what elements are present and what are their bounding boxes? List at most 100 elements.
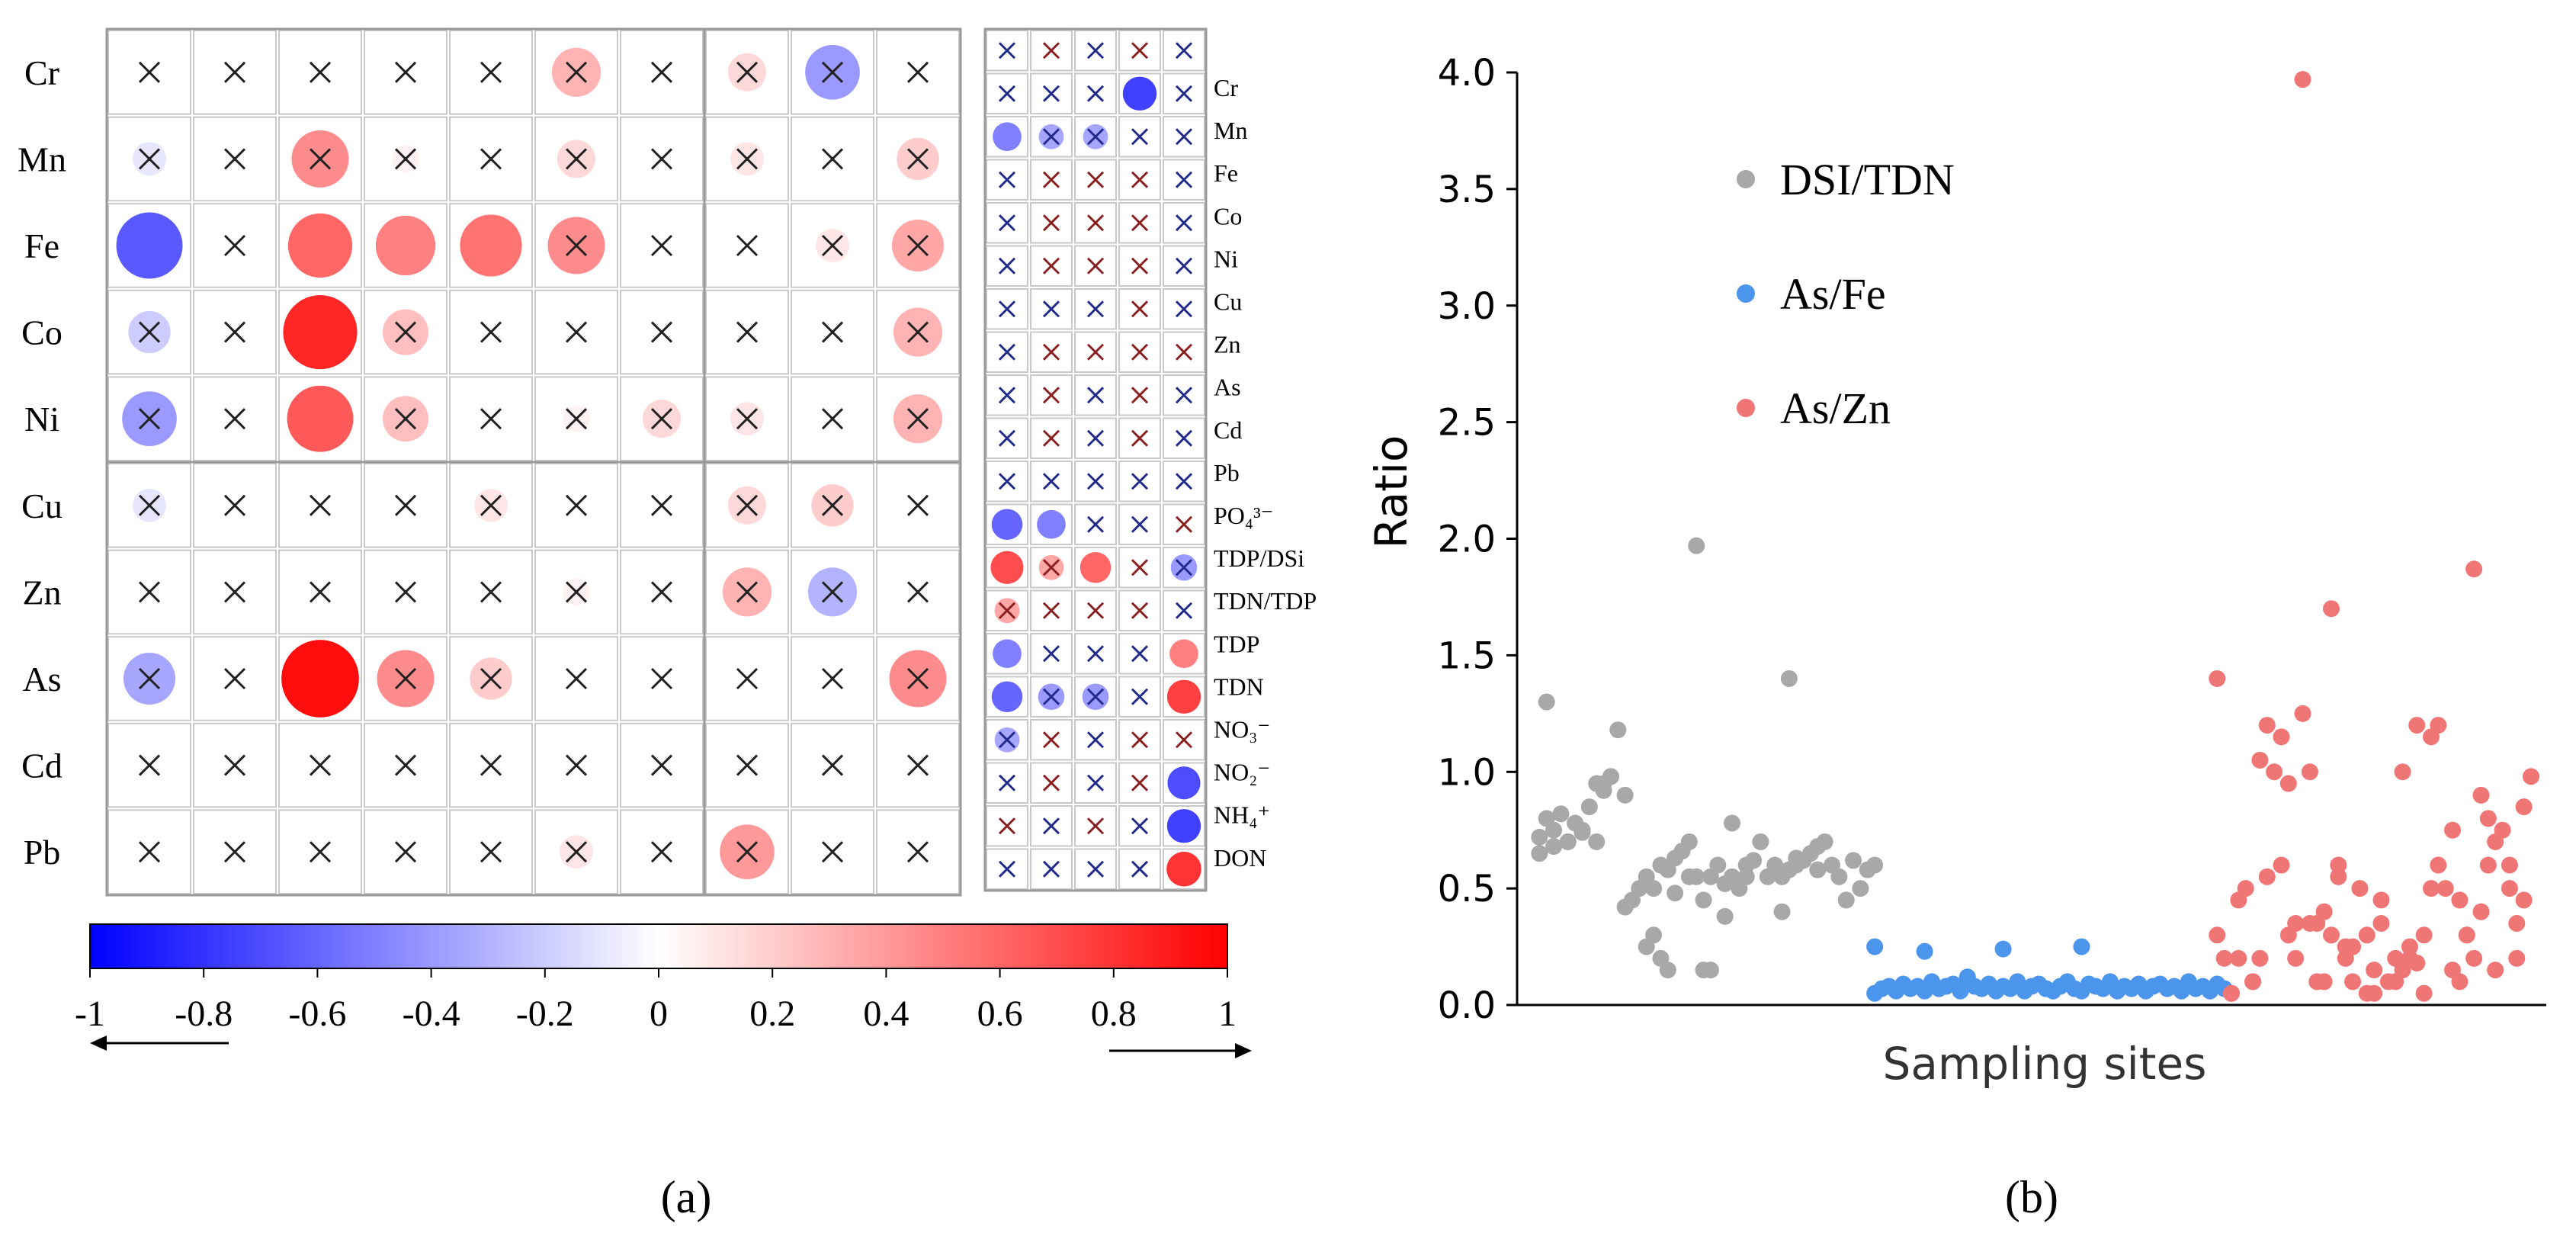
heatmap-cell [876, 116, 960, 202]
point-dsi-tdn [1602, 768, 1619, 785]
point-dsi-tdn [1538, 693, 1555, 711]
positive-arrow-head [1235, 1043, 1252, 1058]
point-as-zn [2287, 949, 2305, 967]
point-as-zn [2408, 717, 2426, 734]
side-correlation-circle [1167, 766, 1201, 800]
side-insignificant-cross [1131, 171, 1149, 188]
side-heatmap-cell [1074, 848, 1117, 890]
insignificant-cross [736, 494, 759, 516]
heatmap-cell [107, 463, 191, 548]
point-dsi-tdn [1745, 852, 1763, 869]
y-tick-label: 2.5 [1438, 402, 1496, 445]
scatter-points [1531, 71, 2539, 1002]
side-heatmap-cell [1030, 589, 1073, 631]
main-row-labels: Cr Mn Fe Co Ni Cu Zn As Cd Pb [18, 53, 66, 872]
point-as-zn [2501, 856, 2518, 874]
side-insignificant-cross [1086, 602, 1105, 619]
side-row-label: TDP/DSi [1214, 544, 1304, 572]
colorbar-tick-label: 1 [1218, 994, 1237, 1034]
colorbar-tick-label: -1 [75, 994, 105, 1034]
insignificant-cross [565, 234, 588, 257]
point-as-zn [2223, 984, 2240, 1002]
colorbar-tick-label: -0.6 [288, 994, 346, 1034]
correlation-circle [287, 385, 354, 452]
side-insignificant-cross [998, 860, 1016, 878]
insignificant-cross [821, 234, 844, 257]
insignificant-cross [394, 841, 417, 863]
side-insignificant-cross [1175, 128, 1193, 146]
side-insignificant-cross [1086, 688, 1105, 705]
insignificant-cross [650, 321, 673, 343]
side-insignificant-cross [1086, 257, 1105, 275]
insignificant-cross [821, 754, 844, 776]
insignificant-cross [565, 61, 588, 83]
insignificant-cross [906, 841, 929, 863]
side-insignificant-cross [1131, 42, 1149, 59]
insignificant-cross [138, 841, 161, 863]
insignificant-cross [138, 321, 161, 343]
colorbar-tick-label: 0.2 [749, 994, 795, 1034]
insignificant-cross [394, 667, 417, 690]
side-insignificant-cross [1175, 171, 1193, 188]
y-tick-label: 0.5 [1438, 868, 1496, 910]
side-insignificant-cross [1175, 515, 1193, 533]
colorbar-gradient [89, 923, 1228, 969]
negative-arrow-head [90, 1035, 107, 1051]
point-dsi-tdn [1645, 926, 1663, 944]
side-insignificant-cross [1131, 860, 1149, 878]
side-insignificant-cross [1131, 300, 1149, 318]
insignificant-cross [736, 408, 759, 430]
insignificant-cross [394, 321, 417, 343]
point-as-zn [2315, 973, 2333, 991]
point-as-fe [1916, 942, 1933, 960]
row-label-cu: Cu [21, 486, 63, 525]
correlation-circle [281, 640, 359, 718]
side-correlation-circle [993, 639, 1022, 669]
point-as-zn [2515, 798, 2533, 816]
point-as-zn [2358, 926, 2376, 944]
point-as-zn [2444, 821, 2462, 839]
side-insignificant-cross [1175, 42, 1193, 59]
insignificant-cross [650, 408, 673, 430]
side-insignificant-cross [1042, 85, 1060, 102]
side-insignificant-cross [1042, 688, 1060, 705]
y-tick-label: 1.5 [1438, 634, 1496, 677]
insignificant-cross [480, 754, 502, 776]
ratio-scatter-panel: 0.0 0.5 1.0 1.5 2.0 2.5 3.0 3.5 4.0 Ratio Sampli… [1365, 52, 2546, 1222]
side-insignificant-cross [1086, 731, 1105, 749]
point-dsi-tdn [1752, 833, 1769, 850]
side-insignificant-cross [1131, 387, 1149, 404]
insignificant-cross [480, 408, 502, 430]
side-heatmap-cell [1030, 547, 1073, 589]
point-dsi-tdn [1545, 838, 1563, 856]
heatmap-cell [791, 116, 874, 202]
insignificant-cross [394, 61, 417, 83]
point-as-zn [2451, 973, 2469, 991]
insignificant-cross [223, 754, 246, 776]
point-dsi-tdn [1680, 868, 1698, 885]
y-tick-label: 4.0 [1438, 52, 1496, 95]
side-insignificant-cross [1086, 645, 1105, 663]
side-insignificant-cross [1086, 343, 1105, 361]
side-insignificant-cross [1175, 257, 1193, 275]
heatmap-cell [620, 203, 704, 288]
point-dsi-tdn [1609, 721, 1627, 739]
insignificant-cross [565, 667, 588, 690]
point-dsi-tdn [1688, 537, 1705, 554]
side-heatmap-cell [1118, 159, 1161, 201]
side-insignificant-cross [998, 473, 1016, 490]
side-insignificant-cross [998, 171, 1016, 188]
side-insignificant-cross [1131, 429, 1149, 447]
side-row-label: TDP [1214, 630, 1259, 657]
insignificant-cross [821, 581, 844, 603]
main-correlation-matrix [105, 27, 962, 897]
point-as-fe [1952, 982, 1969, 1000]
point-as-zn [2515, 891, 2533, 909]
point-as-zn [2258, 868, 2276, 885]
point-as-zn [2430, 717, 2447, 734]
side-heatmap-cell [1074, 288, 1117, 330]
point-as-zn [2387, 973, 2404, 991]
point-as-zn [2301, 763, 2318, 781]
heatmap-cell [278, 30, 362, 115]
point-as-zn [2215, 949, 2233, 967]
